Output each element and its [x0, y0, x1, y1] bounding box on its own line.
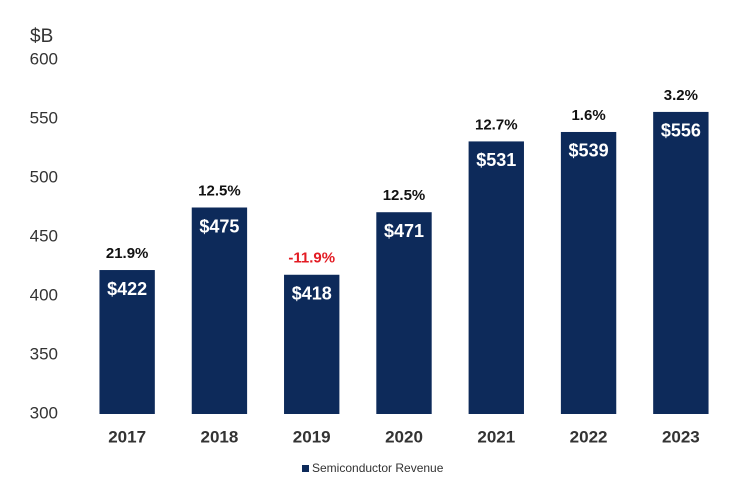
legend-swatch	[302, 465, 309, 472]
value-label: $471	[384, 221, 424, 241]
y-tick-label: 450	[30, 226, 58, 245]
bar	[284, 274, 340, 414]
bar	[560, 131, 617, 415]
value-label: $556	[661, 121, 701, 141]
x-tick-label: 2018	[201, 427, 239, 446]
bar	[468, 141, 524, 415]
value-label: $539	[569, 141, 609, 161]
x-tick-label: 2021	[477, 427, 515, 446]
bar	[99, 270, 155, 414]
bar	[191, 207, 248, 414]
growth-label: 3.2%	[664, 87, 698, 104]
growth-label: 12.5%	[383, 187, 426, 204]
bar	[376, 212, 432, 414]
y-tick-label: 350	[30, 344, 58, 363]
growth-label: 1.6%	[571, 107, 605, 124]
value-label: $418	[292, 284, 332, 304]
growth-label: -11.9%	[288, 250, 335, 267]
y-tick-label: 550	[30, 108, 58, 127]
growth-label: 21.9%	[106, 245, 149, 262]
x-tick-label: 2017	[108, 427, 146, 446]
y-axis-label: $B	[30, 26, 53, 47]
x-tick-label: 2019	[293, 427, 331, 446]
y-tick-label: 500	[30, 167, 58, 186]
value-label: $422	[107, 279, 147, 299]
y-tick-label: 300	[30, 403, 58, 422]
y-tick-label: 400	[30, 285, 58, 304]
x-tick-label: 2022	[570, 427, 608, 446]
x-tick-label: 2020	[385, 427, 423, 446]
bar	[653, 111, 709, 415]
y-tick-label: 600	[30, 49, 58, 68]
growth-label: 12.7%	[475, 116, 518, 133]
growth-label: 12.5%	[198, 182, 241, 199]
value-label: $531	[476, 150, 516, 170]
legend-label: Semiconductor Revenue	[312, 461, 444, 475]
value-label: $475	[199, 216, 239, 236]
x-tick-label: 2023	[662, 427, 700, 446]
